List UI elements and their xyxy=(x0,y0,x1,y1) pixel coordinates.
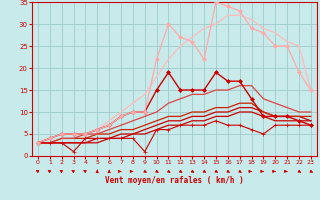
X-axis label: Vent moyen/en rafales ( km/h ): Vent moyen/en rafales ( km/h ) xyxy=(105,176,244,185)
